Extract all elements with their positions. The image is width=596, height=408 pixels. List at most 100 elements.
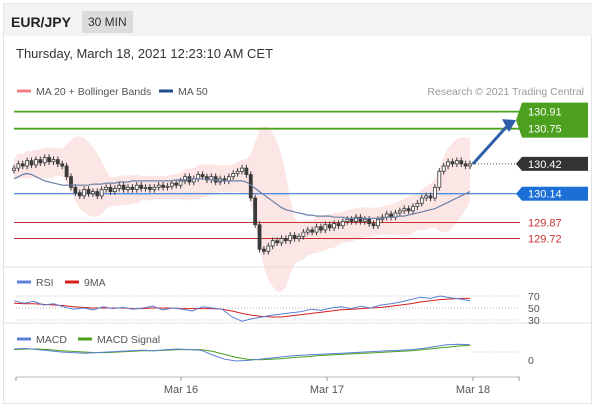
macd-legend-label: MACD	[36, 334, 67, 346]
price-legend: MA 20 + Bollinger Bands MA 50	[17, 86, 208, 98]
candle-body	[463, 163, 468, 167]
candle-body	[34, 159, 38, 166]
x-axis: Mar 16 Mar 17 Mar 18	[15, 377, 520, 396]
candle-body	[130, 186, 135, 190]
macd-panel: MACD MACD Signal 0	[13, 334, 534, 367]
candle-body	[411, 206, 415, 212]
candle-body	[25, 160, 30, 167]
interval-badge[interactable]: 30 MIN	[82, 11, 133, 33]
candle-body	[121, 184, 126, 190]
candle-body	[200, 174, 205, 178]
rsi-level-label: 30	[528, 315, 540, 327]
candle-body	[397, 210, 402, 214]
candle-body	[310, 229, 315, 233]
candle-body	[327, 224, 332, 229]
candle-body	[226, 176, 231, 182]
macd-line	[13, 343, 471, 362]
candle-body	[55, 159, 60, 165]
ma50-line	[13, 172, 471, 219]
candle-body	[86, 189, 91, 195]
price-panel: MA 20 + Bollinger Bands MA 50 Research ©…	[4, 86, 592, 378]
candle-body	[29, 160, 34, 166]
candle-body	[139, 184, 144, 189]
candle-body	[95, 191, 100, 197]
candle-body	[275, 240, 279, 244]
candle-body	[367, 218, 372, 224]
candle-body	[82, 189, 87, 197]
candle-body	[424, 195, 429, 199]
candle-body	[292, 234, 297, 239]
candle-body	[450, 161, 455, 165]
candle-body	[51, 159, 56, 163]
candle-body	[231, 173, 236, 178]
candle-body	[104, 186, 108, 190]
candle-body	[134, 184, 139, 190]
candle-body	[16, 163, 21, 169]
support-level-label: 130.14	[528, 189, 562, 201]
candle-body	[288, 234, 293, 242]
candle-body	[99, 189, 104, 197]
ma50-legend-label: MA 50	[178, 86, 208, 98]
candle-body	[60, 163, 65, 167]
candle-body	[319, 226, 323, 231]
x-tick-label: Mar 18	[456, 384, 490, 396]
candle-body	[283, 238, 288, 242]
candle-body	[262, 248, 266, 252]
candle-body	[108, 186, 113, 192]
timestamp: Thursday, March 18, 2021 12:23:10 AM CET	[16, 46, 274, 61]
candle-body	[196, 174, 201, 180]
target-level-label: 130.91	[528, 107, 562, 119]
support-label-box	[522, 186, 588, 201]
candle-body	[340, 221, 345, 227]
candle-body	[42, 157, 47, 164]
rsi-level-label: 50	[528, 303, 540, 315]
candle-body	[446, 161, 450, 167]
candle-body	[279, 238, 284, 244]
candle-body	[148, 186, 152, 190]
rsi-legend-label: RSI	[36, 277, 54, 289]
chart-widget-frame	[3, 3, 592, 404]
target-level-label: 130.75	[528, 124, 562, 136]
candle-body	[91, 191, 95, 195]
current-label-pointer	[516, 156, 522, 171]
candle-body	[77, 192, 82, 197]
current-label-box	[522, 156, 588, 171]
rsi-ma-legend-label: 9MA	[84, 277, 106, 289]
candle-body	[174, 182, 179, 186]
candle-body	[20, 163, 25, 167]
instrument-symbol: EUR/JPY	[11, 14, 71, 30]
candle-body	[358, 216, 363, 222]
candle-body	[161, 184, 165, 188]
candle-body	[152, 186, 157, 190]
candle-body	[47, 157, 51, 163]
candle-body	[314, 226, 319, 233]
resistance-level-label: 129.72	[528, 234, 562, 246]
candle-body	[459, 160, 464, 165]
candle-body	[349, 218, 354, 222]
rsi-level-label: 70	[528, 291, 540, 303]
candle-body	[433, 186, 437, 199]
target-arrow-shaft	[471, 124, 510, 165]
candle-body	[468, 163, 472, 167]
candle-body	[253, 197, 258, 226]
candle-body	[441, 165, 446, 172]
candle-body	[73, 186, 78, 194]
macd-levels: 0	[472, 351, 534, 367]
candle-body	[402, 208, 407, 212]
candle-body	[143, 186, 148, 189]
candle-body	[244, 167, 249, 175]
resistance-level-label: 129.87	[528, 218, 562, 230]
candle-body	[297, 235, 301, 239]
candle-body	[12, 167, 16, 171]
candle-body	[354, 216, 358, 222]
candle-body	[437, 170, 442, 188]
candle-body	[323, 224, 328, 231]
target-label-box	[522, 102, 588, 138]
candle-body	[270, 240, 275, 247]
candle-body	[362, 218, 367, 222]
candle-body	[266, 245, 271, 252]
candle-body	[235, 170, 240, 174]
candle-body	[332, 223, 336, 229]
